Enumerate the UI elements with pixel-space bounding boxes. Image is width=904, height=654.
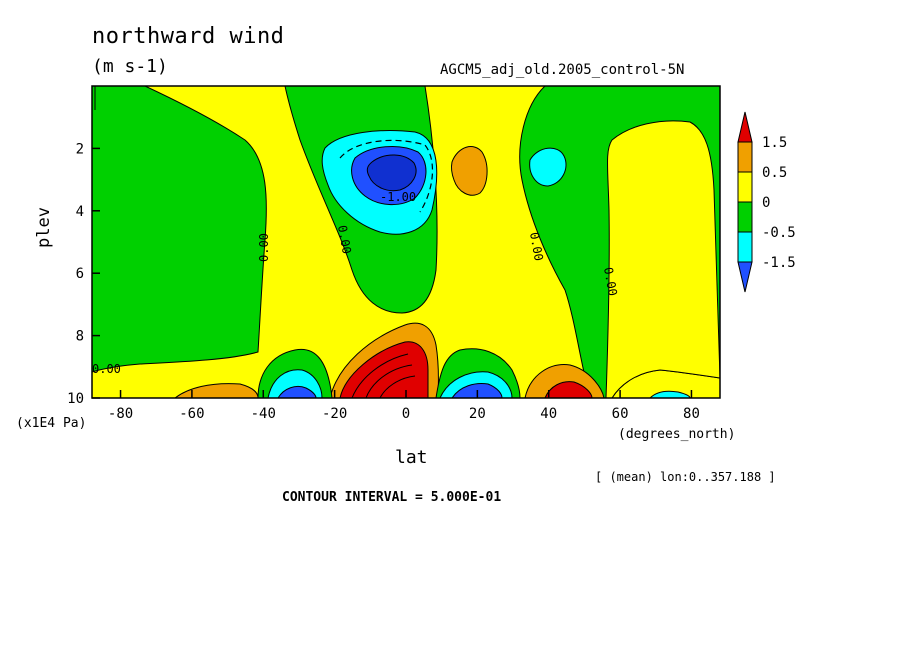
x-tick-label: -60 [179,406,204,422]
contour-interval-label: CONTOUR INTERVAL = 5.000E-01 [282,490,502,505]
colorbar-bottom-triangle [737,261,753,293]
region-lower-low-west-core [277,385,317,398]
x-tick-label: 60 [612,406,629,422]
x-tick-label: 40 [540,406,557,422]
averaging-note: [ (mean) lon:0..357.188 ] [595,470,776,484]
x-tick-label: -20 [322,406,347,422]
region-lower-high-45-core [544,381,593,398]
colorbar-label-2: 0.5 [762,165,787,181]
x-tick-label: -80 [108,406,133,422]
colorbar-box-yellow [737,171,753,203]
region-lower-high-west [174,383,259,398]
contour-field [92,86,720,398]
region-upper-low-inner [366,154,417,192]
colorbar-box-green [737,201,753,233]
y-tick-label: 4 [76,204,84,220]
contour-label-6: 0.00 [601,266,620,297]
y-axis-unit: (x1E4 Pa) [16,416,87,431]
x-axis-unit: (degrees_north) [618,427,736,442]
y-tick-label: 6 [76,266,84,282]
region-lower-low-east [649,390,691,398]
region-upper-high [450,146,488,196]
x-tick-label: -40 [251,406,276,422]
contour-labels: 0.00 0.00 -1.00 0.00 0.00 0.00 [92,190,620,376]
contour-dashed-1 [339,139,434,213]
contour-label-1: 0.00 [92,362,121,376]
colorbar-label-5: -1.5 [762,255,796,271]
contour-lower-1 [351,353,409,398]
y-tick-label: 2 [76,141,84,157]
y-tick-label: 10 [67,391,84,407]
colorbar-top-triangle [737,111,753,143]
chart-title: northward wind [92,24,285,49]
x-tick-label: 0 [402,406,410,422]
chart-units: (m s-1) [92,56,168,77]
colorbar-label-3: 0 [762,195,770,211]
x-axis-label: lat [395,447,428,468]
experiment-label: AGCM5_adj_old.2005_control-5N [440,62,685,78]
contour-lower-2 [365,364,413,398]
colorbar-box-cyan [737,231,753,263]
contour-label-5: 0.00 [527,231,546,262]
colorbar-label-1: 1.5 [762,135,787,151]
y-axis: 2 4 6 8 10 [67,141,100,407]
x-axis: -80 -60 -40 -20 0 20 40 60 80 [108,390,700,422]
x-tick-label: 80 [683,406,700,422]
colorbar-box-orange [737,141,753,173]
y-tick-label: 8 [76,329,84,345]
colorbar-label-4: -0.5 [762,225,796,241]
contour-label-4: 0.00 [335,224,354,255]
region-right-yellow [605,120,720,398]
x-tick-label: 20 [469,406,486,422]
region-upper-right-low [529,147,567,187]
region-lower-high-core [339,341,429,398]
contour-lower-3 [379,375,416,398]
colorbar: 1.5 0.5 0 -0.5 -1.5 [737,111,796,293]
contour-label-3: -1.00 [380,190,416,204]
region-left-green [92,86,267,373]
contour-label-2: 0.00 [257,233,271,262]
